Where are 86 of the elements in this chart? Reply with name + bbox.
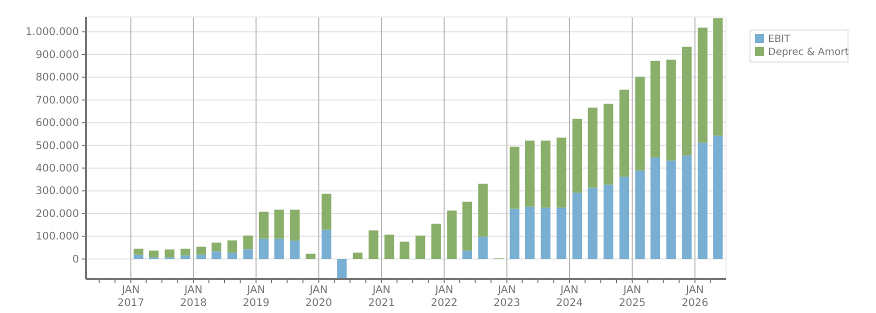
y-tick-label: 1.000.000	[26, 26, 79, 38]
bar	[180, 248, 190, 256]
bar	[306, 254, 316, 260]
bar	[258, 238, 269, 260]
bar	[400, 242, 410, 260]
bar	[666, 60, 676, 161]
x-tick-label: JAN 2022	[430, 284, 458, 309]
bar	[588, 108, 598, 188]
x-tick-label: JAN 2026	[682, 284, 709, 309]
x-tick-label: JAN 2023	[493, 284, 520, 309]
bar	[698, 28, 708, 143]
bar	[431, 224, 441, 260]
bar	[258, 212, 269, 239]
bar	[416, 236, 426, 260]
y-tick-label: 700.000	[36, 94, 79, 106]
y-tick-label: 200.000	[36, 208, 79, 220]
bar	[698, 142, 708, 260]
x-tick-label: JAN 2018	[180, 284, 207, 309]
bar	[196, 246, 206, 255]
bar	[322, 194, 332, 230]
y-tick-label: 500.000	[36, 140, 79, 152]
bar	[164, 249, 174, 258]
y-tick-label: 900.000	[36, 48, 79, 61]
bar	[604, 184, 614, 260]
bar	[352, 252, 362, 260]
bar	[635, 170, 645, 260]
bar	[243, 249, 253, 260]
y-tick-label: 100.000	[36, 230, 79, 243]
y-tick-label: 300.000	[36, 185, 79, 198]
bar	[368, 230, 378, 260]
x-tick-label: JAN 2021	[368, 284, 395, 309]
legend-label: Deprec & Amort	[768, 47, 849, 58]
bar	[478, 236, 488, 260]
bar	[713, 136, 723, 260]
bar	[462, 202, 472, 251]
x-tick-label: JAN 2025	[618, 284, 646, 309]
bar	[604, 104, 614, 185]
bar	[588, 188, 598, 260]
bar	[572, 118, 582, 193]
x-tick-label: JAN 2020	[305, 284, 332, 309]
bar	[290, 210, 300, 241]
bar	[212, 251, 222, 260]
bar	[572, 192, 582, 260]
x-tick-label: JAN 2019	[242, 284, 270, 309]
y-tick-label: 400.000	[36, 162, 79, 174]
bar	[462, 250, 472, 260]
bar	[510, 146, 520, 209]
y-tick-label: 0	[72, 253, 79, 266]
bar	[337, 259, 347, 279]
bar	[713, 18, 723, 136]
bar	[274, 238, 284, 260]
bar	[447, 210, 457, 260]
x-tick-label: JAN 2024	[556, 284, 584, 309]
bar	[556, 208, 566, 260]
bar	[619, 90, 630, 177]
bar	[180, 255, 190, 260]
y-tick-label: 800.000	[36, 72, 79, 84]
bar	[650, 60, 660, 158]
bar	[134, 254, 144, 260]
bar	[666, 160, 676, 260]
bar	[619, 176, 630, 260]
bar	[525, 206, 535, 260]
bar	[227, 252, 238, 260]
bar	[510, 208, 520, 260]
bar	[243, 236, 253, 250]
bar	[682, 46, 692, 156]
bar	[556, 138, 566, 208]
bar	[227, 240, 238, 253]
bar	[682, 155, 692, 260]
bar	[525, 140, 535, 207]
bar	[635, 76, 645, 171]
legend-label: EBIT	[768, 34, 792, 45]
bar	[322, 230, 332, 260]
bar	[196, 254, 206, 260]
bar	[478, 184, 488, 237]
y-tick-label: 600.000	[36, 117, 79, 130]
bar	[134, 248, 144, 255]
bar	[290, 240, 300, 260]
bar	[212, 242, 222, 252]
bar	[148, 250, 159, 258]
x-tick-label: JAN 2017	[117, 284, 144, 309]
bar	[650, 157, 660, 260]
bar	[540, 140, 550, 208]
bar	[274, 210, 284, 239]
bar	[540, 208, 550, 260]
bar	[384, 234, 394, 260]
